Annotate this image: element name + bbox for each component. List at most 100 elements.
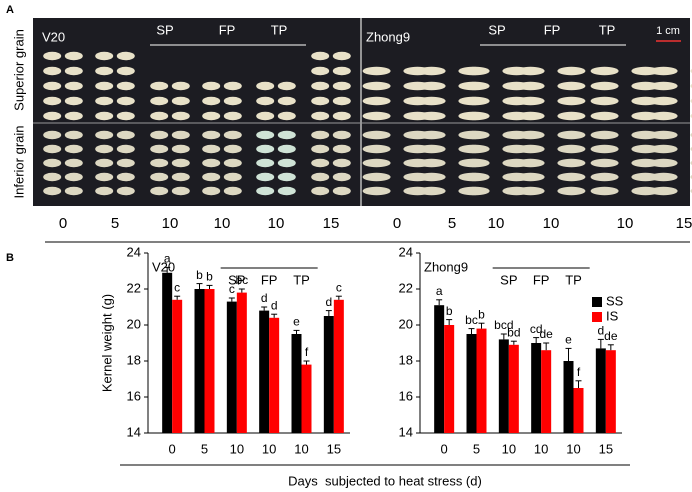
bar [226, 301, 237, 433]
panel-label: A [6, 4, 14, 16]
significance-letter: d [261, 291, 268, 305]
grain [223, 158, 242, 168]
grain [277, 144, 296, 154]
grain [516, 172, 545, 182]
scale-bar-label: 1 cm [656, 25, 680, 37]
grain [171, 186, 190, 196]
significance-letter: c [174, 280, 180, 294]
grain [461, 66, 490, 76]
grain [277, 186, 296, 196]
bar [194, 289, 205, 433]
grain [95, 172, 114, 182]
day-label: 10 [162, 215, 179, 232]
bar [498, 339, 509, 433]
grain [362, 130, 391, 140]
grain [590, 186, 619, 196]
significance-letter: a [164, 252, 171, 266]
significance-letter: b [478, 307, 485, 321]
grain [461, 158, 490, 168]
grain [171, 111, 190, 121]
day-label: 10 [214, 215, 231, 232]
bar [301, 364, 312, 433]
grain [332, 81, 351, 91]
grain [516, 158, 545, 168]
bar [269, 317, 280, 433]
grain [590, 111, 619, 121]
y-tick-label: 14 [399, 424, 413, 439]
grain [362, 96, 391, 106]
grain [557, 96, 586, 106]
group-label: SP [228, 272, 245, 287]
day-label: 15 [323, 215, 340, 232]
grain [256, 172, 275, 182]
grain [590, 81, 619, 91]
bar [172, 299, 183, 433]
grain [417, 186, 446, 196]
significance-letter: d [271, 298, 278, 312]
chart-title: V20 [152, 259, 175, 274]
significance-letter: f [305, 345, 309, 359]
y-tick-label: 18 [399, 352, 413, 367]
grain [277, 158, 296, 168]
grain [171, 81, 190, 91]
y-tick-label: 14 [127, 424, 141, 439]
day-label: 10 [488, 215, 505, 232]
grain [311, 158, 330, 168]
grain [95, 96, 114, 106]
grain [256, 130, 275, 140]
grain [417, 66, 446, 76]
significance-letter: a [436, 284, 443, 298]
grain [461, 96, 490, 106]
grain [557, 144, 586, 154]
grain [64, 172, 83, 182]
grain [116, 66, 135, 76]
legend-label: SS [606, 293, 624, 308]
grain [516, 130, 545, 140]
grain [150, 81, 169, 91]
grain [116, 172, 135, 182]
grain [332, 96, 351, 106]
grain [64, 144, 83, 154]
grain [116, 96, 135, 106]
grain [64, 66, 83, 76]
grain [311, 51, 330, 61]
grain [417, 144, 446, 154]
y-tick-label: 20 [399, 316, 413, 331]
grain [202, 96, 221, 106]
chart-title: Zhong9 [424, 259, 468, 274]
day-label: 15 [676, 215, 692, 232]
bar [508, 344, 519, 433]
grain [590, 172, 619, 182]
grain [461, 130, 490, 140]
grain [171, 144, 190, 154]
grain [332, 186, 351, 196]
grain [332, 130, 351, 140]
bar [204, 289, 215, 433]
x-tick-label: 10 [566, 441, 580, 456]
grain [557, 172, 586, 182]
grain [417, 81, 446, 91]
bar [573, 388, 584, 433]
legend-swatch [592, 297, 602, 307]
grain [557, 130, 586, 140]
group-label: TP [565, 272, 582, 287]
significance-letter: e [293, 315, 300, 329]
grain [256, 144, 275, 154]
significance-letter: c [229, 282, 235, 296]
y-tick-label: 16 [399, 388, 413, 403]
y-tick-label: 20 [127, 316, 141, 331]
significance-letter: e [565, 333, 572, 347]
grain [256, 111, 275, 121]
grain [64, 111, 83, 121]
day-label: 10 [617, 215, 634, 232]
grain [557, 111, 586, 121]
grain [43, 130, 62, 140]
grain [150, 144, 169, 154]
grain [311, 186, 330, 196]
grain [557, 81, 586, 91]
day-label: 10 [268, 215, 285, 232]
grain [256, 158, 275, 168]
significance-letter: de [604, 329, 618, 343]
group-label: FP [219, 22, 236, 37]
x-tick-label: 15 [599, 441, 613, 456]
